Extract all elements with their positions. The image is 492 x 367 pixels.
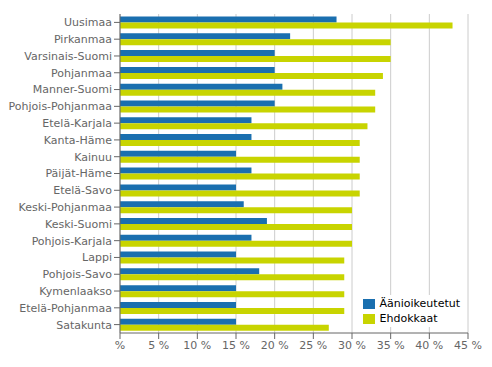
svg-text:40 %: 40 % <box>415 339 443 352</box>
svg-text:15 %: 15 % <box>222 339 250 352</box>
svg-text:25 %: 25 % <box>299 339 327 352</box>
svg-text:10 %: 10 % <box>183 339 211 352</box>
svg-text:Pohjois-Pohjanmaa: Pohjois-Pohjanmaa <box>9 100 112 113</box>
svg-text:Uusimaa: Uusimaa <box>64 16 112 29</box>
svg-text:30 %: 30 % <box>338 339 366 352</box>
svg-text:Kymenlaakso: Kymenlaakso <box>39 285 112 298</box>
svg-text:Etelä-Pohjanmaa: Etelä-Pohjanmaa <box>19 302 112 315</box>
svg-text:Manner-Suomi: Manner-Suomi <box>33 83 112 96</box>
svg-text:Päijät-Häme: Päijät-Häme <box>45 167 112 180</box>
svg-text:Satakunta: Satakunta <box>56 319 112 332</box>
svg-text:45 %: 45 % <box>454 339 482 352</box>
svg-text:Pirkanmaa: Pirkanmaa <box>54 33 112 46</box>
svg-text:35 %: 35 % <box>377 339 405 352</box>
svg-text:5 %: 5 % <box>148 339 169 352</box>
svg-text:Keski-Suomi: Keski-Suomi <box>45 218 112 231</box>
svg-text:Pohjanmaa: Pohjanmaa <box>51 67 112 80</box>
svg-text:Keski-Pohjanmaa: Keski-Pohjanmaa <box>19 201 112 214</box>
svg-text:Lappi: Lappi <box>82 251 112 264</box>
svg-text:Pohjois-Karjala: Pohjois-Karjala <box>32 235 112 248</box>
svg-text:Etelä-Karjala: Etelä-Karjala <box>42 117 112 130</box>
svg-text:%: % <box>115 339 125 352</box>
svg-text:Varsinais-Suomi: Varsinais-Suomi <box>24 50 112 63</box>
svg-text:20 %: 20 % <box>261 339 289 352</box>
html-text:Äänioikeutetut: Äänioikeutetut <box>379 297 460 310</box>
svg-text:Kainuu: Kainuu <box>74 151 112 164</box>
html-text:Ehdokkaat: Ehdokkaat <box>379 312 438 325</box>
svg-text:Kanta-Häme: Kanta-Häme <box>44 134 112 147</box>
svg-text:Etelä-Savo: Etelä-Savo <box>53 184 112 197</box>
svg-text:Pohjois-Savo: Pohjois-Savo <box>43 268 113 281</box>
